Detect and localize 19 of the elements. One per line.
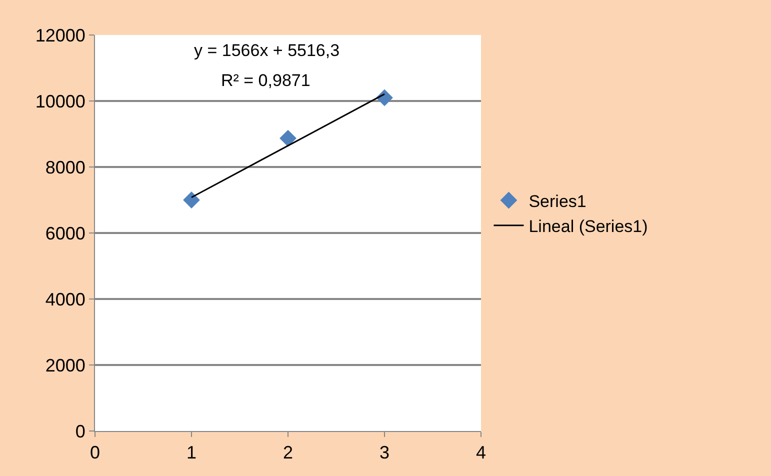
x-tick-label: 1 — [186, 442, 197, 463]
x-tick-label: 3 — [379, 442, 390, 463]
y-tick-label: 2000 — [45, 355, 86, 376]
y-tick-label: 12000 — [35, 25, 86, 46]
y-tick-label: 6000 — [45, 223, 86, 244]
legend-label: Lineal (Series1) — [528, 216, 648, 236]
point — [376, 89, 393, 106]
x-tick-label: 2 — [282, 442, 294, 463]
x-tick-label: 0 — [90, 442, 100, 463]
point — [280, 130, 296, 147]
annotation: y = 1566x + 5516,3 — [194, 41, 340, 60]
legend-label: Series1 — [528, 192, 586, 211]
x-tick-label: 4 — [476, 442, 486, 463]
y-tick-label: 4000 — [45, 289, 86, 310]
annotation: R² = 0,9871 — [221, 71, 310, 90]
point — [183, 192, 200, 208]
y-tick-label: 0 — [75, 421, 86, 442]
y-tick-label: 10000 — [35, 91, 86, 112]
y-tick-label: 8000 — [45, 157, 86, 178]
